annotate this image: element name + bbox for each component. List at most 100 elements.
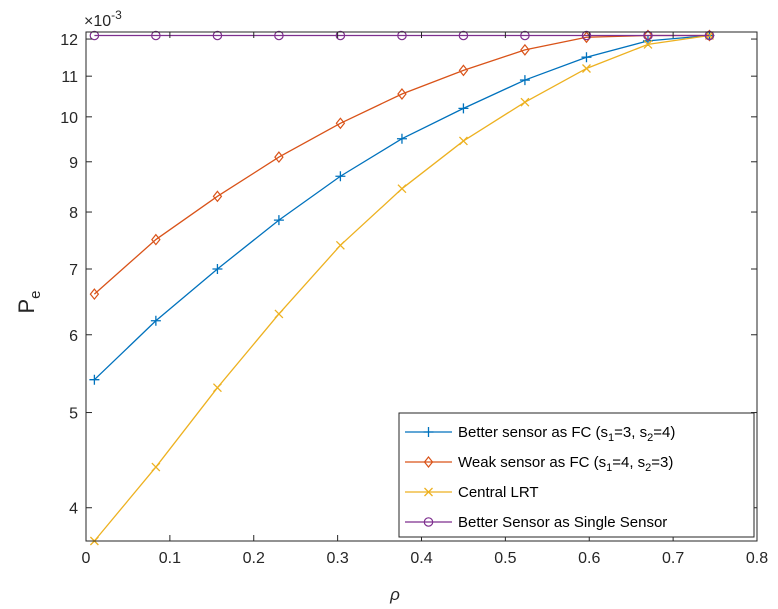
legend-item: Weak sensor as FC (s1=4, s2=3) [405, 454, 673, 474]
legend-label-part: Better sensor as FC (s [458, 424, 608, 441]
legend-label-part: =3, s [614, 424, 647, 441]
legend-label: Weak sensor as FC (s1=4, s2=3) [458, 454, 673, 474]
data-point [274, 309, 284, 319]
legend-label-part: Weak sensor as FC (s [458, 454, 606, 471]
series-1 [89, 30, 715, 385]
data-point [704, 30, 715, 41]
x-tick-label: 0.3 [327, 550, 349, 567]
legend-label-part: =4) [653, 424, 675, 441]
data-point [581, 52, 592, 63]
data-point [581, 30, 592, 41]
legend-item: Central LRT [405, 484, 539, 501]
data-point [335, 171, 346, 182]
legend-swatch-marker [423, 456, 434, 468]
legend-item: Better Sensor as Single Sensor [405, 514, 667, 531]
data-point [520, 97, 530, 107]
legend-label-part: =4, s [612, 454, 645, 471]
data-point [274, 30, 284, 41]
data-point [150, 315, 161, 326]
data-point [212, 383, 222, 393]
legend-label-part: Central LRT [458, 484, 539, 501]
legend-label-subscript: 1 [608, 432, 614, 444]
data-point [643, 39, 653, 49]
data-point [89, 374, 100, 385]
y-axis-label-main: P [14, 299, 39, 314]
y-exponent-label: ×10-3 [84, 8, 122, 30]
data-point [704, 29, 715, 42]
series-2 [89, 29, 715, 301]
legend-swatch-marker [423, 517, 434, 527]
series-3 [89, 31, 714, 546]
y-tick-label: 12 [60, 32, 78, 49]
data-point [458, 136, 468, 146]
data-point [212, 263, 223, 274]
legend-label-part: =3) [651, 454, 673, 471]
data-point [273, 215, 284, 226]
data-point [458, 30, 469, 41]
data-point [519, 75, 530, 86]
data-point [396, 133, 407, 144]
svg-text:×10-3: ×10-3 [84, 8, 122, 30]
data-point [520, 43, 530, 56]
data-point [397, 184, 407, 194]
x-tick-label: 0.1 [159, 550, 181, 567]
x-axis-label: ρ [389, 585, 400, 604]
legend-item: Better sensor as FC (s1=3, s2=4) [405, 424, 675, 444]
legend-items: Better sensor as FC (s1=3, s2=4)Weak sen… [405, 424, 675, 531]
legend-label: Better Sensor as Single Sensor [458, 514, 667, 531]
data-point [89, 288, 100, 301]
legend-label-subscript: 2 [645, 462, 651, 474]
legend: Better sensor as FC (s1=3, s2=4)Weak sen… [398, 412, 755, 538]
data-point [520, 30, 530, 41]
y-tick-label: 5 [69, 406, 78, 423]
series-line [93, 34, 710, 295]
x-tick-label: 0 [82, 550, 91, 567]
y-tick-label: 7 [69, 262, 78, 279]
y-tick-label: 4 [69, 501, 78, 518]
legend-label-part: Better Sensor as Single Sensor [458, 514, 667, 531]
legend-swatch-marker [423, 427, 434, 437]
y-tick-label: 11 [61, 69, 78, 86]
plot-marks [89, 29, 715, 546]
y-tick-label: 9 [69, 155, 78, 172]
legend-label-subscript: 1 [606, 462, 612, 474]
x-tick-label: 0.6 [578, 550, 600, 567]
x-tick-label: 0.4 [410, 550, 432, 567]
data-point [335, 240, 345, 250]
data-point [335, 30, 346, 41]
data-point [212, 30, 223, 41]
data-point [397, 30, 407, 41]
legend-label: Central LRT [458, 484, 539, 501]
y-axis-label: Pe [14, 290, 44, 313]
svg-text:Pe: Pe [14, 290, 44, 313]
data-point [274, 151, 284, 164]
data-point [151, 462, 161, 472]
data-point [397, 88, 407, 100]
data-point [212, 190, 223, 203]
data-point [335, 117, 346, 130]
x-tick-label: 0.5 [494, 550, 516, 567]
series-line [93, 34, 710, 381]
legend-label: Better sensor as FC (s1=3, s2=4) [458, 424, 675, 444]
y-axis-label-subscript: e [27, 290, 44, 298]
y-tick-label: 6 [69, 328, 78, 345]
legend-swatch-marker [424, 487, 433, 497]
y-tick-label: 8 [69, 205, 78, 222]
y-exponent-power: -3 [111, 8, 122, 22]
data-point [151, 30, 161, 41]
y-tick-label: 10 [60, 110, 78, 127]
data-point [643, 30, 653, 41]
data-point [151, 233, 161, 246]
data-point [704, 31, 714, 40]
legend-box [398, 412, 755, 538]
data-point [458, 103, 469, 114]
y-exponent-base: ×10 [84, 13, 111, 30]
series-4 [89, 30, 715, 41]
x-tick-label: 0.8 [746, 550, 768, 567]
data-point [89, 30, 100, 41]
data-point [643, 29, 653, 42]
data-point [458, 64, 469, 77]
x-tick-label: 0.7 [662, 550, 684, 567]
